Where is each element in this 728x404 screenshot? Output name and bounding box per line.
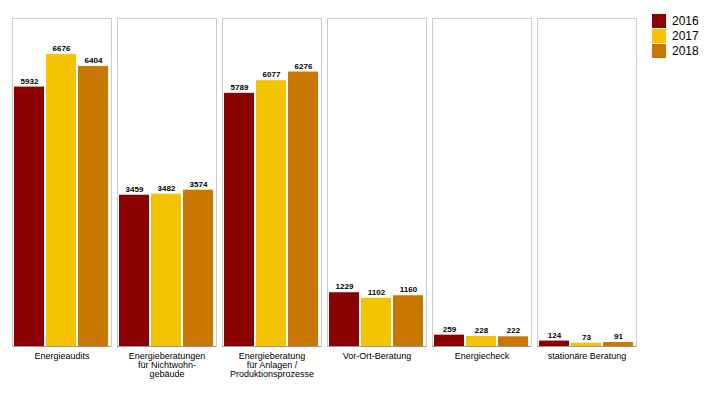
svg-text:228: 228: [475, 326, 489, 335]
svg-text:Energieberatungenfür Nichtwohn: Energieberatungenfür Nichtwohn-gebäude: [129, 351, 206, 379]
svg-text:stationäre Beratung: stationäre Beratung: [548, 351, 627, 361]
svg-text:3459: 3459: [126, 185, 144, 194]
svg-text:Energieberatungfür Anlagen /Pr: Energieberatungfür Anlagen /Produktionsp…: [230, 351, 314, 379]
svg-text:Energieaudits: Energieaudits: [34, 351, 90, 361]
svg-text:73: 73: [582, 333, 591, 342]
svg-text:6276: 6276: [295, 62, 313, 71]
svg-text:222: 222: [507, 326, 521, 335]
svg-text:1229: 1229: [336, 282, 354, 291]
html-text:2018: 2018: [672, 44, 699, 58]
html-text:2017: 2017: [672, 29, 699, 43]
svg-text:1102: 1102: [368, 288, 386, 297]
svg-text:3574: 3574: [190, 180, 208, 189]
svg-text:5789: 5789: [231, 83, 249, 92]
svg-text:6404: 6404: [85, 56, 103, 65]
html-text:2016: 2016: [672, 14, 699, 28]
svg-text:91: 91: [614, 332, 623, 341]
svg-text:124: 124: [548, 331, 562, 340]
svg-text:3482: 3482: [158, 184, 176, 193]
svg-text:5932: 5932: [21, 77, 39, 86]
svg-text:6077: 6077: [263, 70, 281, 79]
svg-text:Energiecheck: Energiecheck: [455, 351, 510, 361]
svg-text:1160: 1160: [400, 285, 418, 294]
svg-text:259: 259: [443, 325, 457, 334]
svg-text:6676: 6676: [53, 44, 71, 53]
svg-text:Vor-Ort-Beratung: Vor-Ort-Beratung: [343, 351, 412, 361]
